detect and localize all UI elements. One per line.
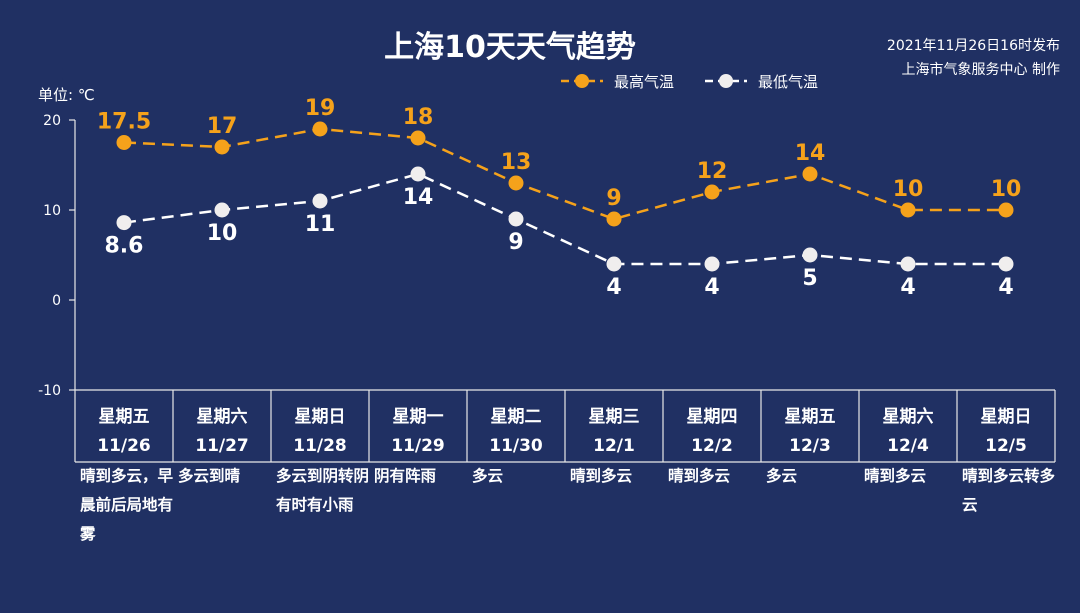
day-weekday-label: 星期日 (295, 407, 346, 427)
weather-description: 多云 (766, 467, 798, 485)
legend-high: 最高气温 (560, 70, 674, 92)
low-temperature-point (900, 256, 916, 272)
weather-description: 晴到多云转多云 (962, 467, 1056, 514)
day-date-label: 11/26 (97, 436, 151, 456)
day-weekday-label: 星期四 (687, 407, 738, 427)
low-temperature-label: 4 (998, 275, 1013, 300)
day-weekday-label: 星期日 (981, 407, 1032, 427)
producer: 上海市气象服务中心 制作 (901, 62, 1060, 78)
high-temperature-label: 14 (795, 141, 826, 166)
low-temperature-point (214, 202, 230, 218)
weather-description: 晴到多云，早晨前后局地有雾 (80, 467, 174, 543)
high-temperature-label: 19 (305, 96, 336, 121)
issue-time: 2021年11月26日16时发布 (886, 38, 1060, 54)
high-temperature-point (704, 184, 720, 200)
high-temperature-point (606, 211, 622, 227)
chart-title: 上海10天天气趋势 (384, 30, 636, 65)
weather-description: 阴有阵雨 (374, 467, 437, 485)
low-temperature-point (998, 256, 1014, 272)
weather-description: 晴到多云 (570, 467, 633, 485)
y-tick-label: 20 (43, 113, 61, 129)
low-temperature-point (116, 215, 132, 231)
day-date-label: 11/28 (293, 436, 347, 456)
low-temperature-label: 10 (207, 221, 238, 246)
high-temperature-point (998, 202, 1014, 218)
low-temperature-label: 9 (508, 230, 523, 255)
day-date-label: 12/2 (691, 436, 733, 456)
low-temperature-point (802, 247, 818, 263)
legend-low-marker-icon (705, 74, 748, 88)
high-temperature-point (312, 121, 328, 137)
day-date-label: 11/30 (489, 436, 543, 456)
low-temperature-point (410, 166, 426, 182)
high-temperature-label: 9 (606, 186, 621, 211)
low-temperature-point (704, 256, 720, 272)
weather-description: 多云 (472, 467, 504, 485)
weather-description: 晴到多云 (668, 467, 731, 485)
high-temperature-point (410, 130, 426, 146)
day-weekday-label: 星期五 (785, 407, 836, 427)
legend-low-label: 最低气温 (758, 72, 819, 91)
low-temperature-label: 11 (305, 212, 336, 237)
weather-description: 晴到多云 (864, 467, 927, 485)
high-temperature-label: 10 (991, 177, 1022, 202)
day-date-label: 12/4 (887, 436, 929, 456)
low-temperature-label: 5 (802, 266, 817, 291)
day-weekday-label: 星期三 (589, 407, 640, 427)
high-temperature-line (123, 127, 1006, 221)
high-temperature-point (214, 139, 230, 155)
low-temperature-label: 4 (704, 275, 719, 300)
y-tick-label: 0 (52, 293, 61, 309)
high-temperature-label: 10 (893, 177, 924, 202)
day-date-label: 11/27 (195, 436, 249, 456)
day-date-label: 12/1 (593, 436, 635, 456)
day-weekday-label: 星期一 (393, 407, 444, 427)
day-weekday-label: 星期六 (197, 406, 248, 427)
low-temperature-label: 4 (900, 275, 915, 300)
low-temperature-line (123, 172, 1006, 266)
day-weekday-label: 星期二 (491, 407, 542, 427)
day-weekday-label: 星期六 (883, 406, 934, 427)
high-temperature-label: 17 (207, 114, 238, 139)
high-temperature-point (116, 135, 132, 150)
day-date-label: 11/29 (391, 436, 445, 456)
unit-label: 单位: ℃ (38, 86, 95, 104)
high-temperature-point (900, 202, 916, 218)
high-temperature-label: 12 (697, 159, 728, 184)
legend-high-marker-icon (561, 74, 603, 88)
day-date-label: 12/3 (789, 436, 831, 456)
high-temperature-point (508, 175, 524, 191)
low-temperature-label: 8.6 (105, 234, 144, 259)
legend-high-label: 最高气温 (614, 72, 675, 91)
weather-description: 多云到阴转阴有时有小雨 (276, 467, 370, 514)
high-temperature-point (802, 166, 818, 182)
low-temperature-point (606, 256, 622, 272)
low-temperature-label: 14 (403, 185, 434, 210)
y-tick-label: 10 (43, 203, 61, 219)
legend-low: 最低气温 (704, 70, 818, 92)
low-temperature-label: 4 (606, 275, 621, 300)
day-weekday-label: 星期五 (99, 407, 150, 427)
y-tick-label: -10 (38, 383, 61, 399)
day-date-label: 12/5 (985, 436, 1027, 456)
high-temperature-label: 17.5 (97, 110, 151, 135)
high-temperature-label: 13 (501, 150, 532, 175)
low-temperature-point (508, 211, 524, 227)
issue-info: 2021年11月26日16时发布 上海市气象服务中心 制作 (887, 34, 1060, 82)
high-temperature-label: 18 (403, 105, 434, 130)
legend: 最高气温 最低气温 (560, 70, 848, 92)
weather-description: 多云到晴 (178, 467, 241, 485)
low-temperature-point (312, 193, 328, 209)
